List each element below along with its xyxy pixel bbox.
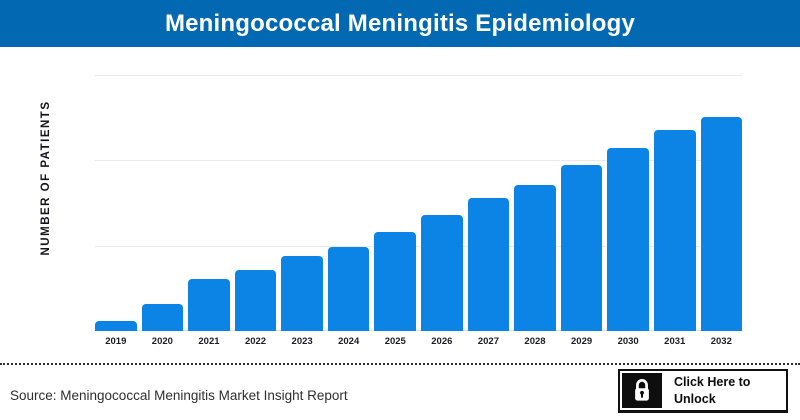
bar-2029 (560, 164, 603, 331)
x-tick-label: 2021 (198, 336, 220, 347)
bar-2032 (700, 116, 743, 331)
bar-slot: 2021 (188, 75, 230, 347)
x-tick-label: 2026 (431, 336, 453, 347)
x-tick-label: 2025 (384, 336, 406, 347)
bar-slot: 2029 (560, 75, 603, 347)
bar-2031 (653, 130, 696, 331)
unlock-label-line2: Unlock (674, 391, 716, 406)
gridline (95, 245, 742, 247)
bar-2023 (281, 255, 323, 331)
bar-2026 (421, 214, 463, 331)
bar-2030 (607, 147, 649, 331)
gridline (95, 160, 742, 162)
bar-slot: 2023 (281, 75, 323, 347)
bar-slot: 2019 (95, 75, 137, 347)
bar-slot: 2032 (700, 75, 743, 347)
bar-2020 (141, 303, 184, 331)
bar-slot: 2025 (374, 75, 417, 347)
page-title: Meningococcal Meningitis Epidemiology (164, 9, 636, 37)
bar-slot: 2030 (607, 75, 649, 347)
bar-2024 (327, 246, 370, 331)
x-tick-label: 2032 (710, 336, 732, 347)
y-axis-title: NUMBER OF PATIENTS (40, 100, 52, 256)
lock-icon (622, 373, 662, 408)
x-tick-label: 2022 (244, 336, 267, 347)
bar-slot: 2024 (327, 75, 370, 347)
title-bar: Meningococcal Meningitis Epidemiology (0, 0, 800, 47)
gridline (95, 75, 742, 76)
x-tick-label: 2019 (105, 336, 127, 347)
bar-2022 (234, 270, 277, 331)
x-tick-label: 2023 (291, 336, 313, 347)
x-tick-label: 2027 (477, 336, 499, 347)
bars-container: 2019 2020 2021 2022 2023 2024 2025 2026 2027 2028… (95, 75, 743, 347)
x-tick-label: 2031 (664, 336, 686, 347)
bar-2025 (374, 232, 417, 331)
x-tick-label: 2028 (524, 336, 546, 347)
bar-slot: 2031 (653, 75, 696, 347)
x-axis-line (95, 330, 742, 331)
bar-slot: 2027 (467, 75, 510, 347)
bar-2021 (188, 278, 230, 331)
bar-2027 (467, 197, 510, 331)
bar-2019 (95, 320, 137, 331)
bar-2028 (514, 185, 556, 331)
bar-slot: 2020 (141, 75, 184, 347)
source-note: Source: Meningococcal Meningitis Market … (10, 388, 348, 403)
unlock-button-label: Click Here to Unlock (662, 373, 784, 408)
unlock-button[interactable]: Click Here to Unlock (618, 369, 788, 413)
unlock-label-line1: Click Here to (674, 375, 751, 390)
plot-area: 2019 2020 2021 2022 2023 2024 2025 2026 2027 2028… (95, 75, 743, 347)
bar-slot: 2026 (421, 75, 463, 347)
x-tick-label: 2029 (571, 336, 593, 347)
x-tick-label: 2024 (338, 336, 360, 347)
dotted-separator (0, 363, 800, 365)
x-tick-label: 2020 (151, 336, 173, 347)
bar-slot: 2022 (234, 75, 277, 347)
x-tick-label: 2030 (617, 336, 639, 347)
bar-slot: 2028 (514, 75, 556, 347)
